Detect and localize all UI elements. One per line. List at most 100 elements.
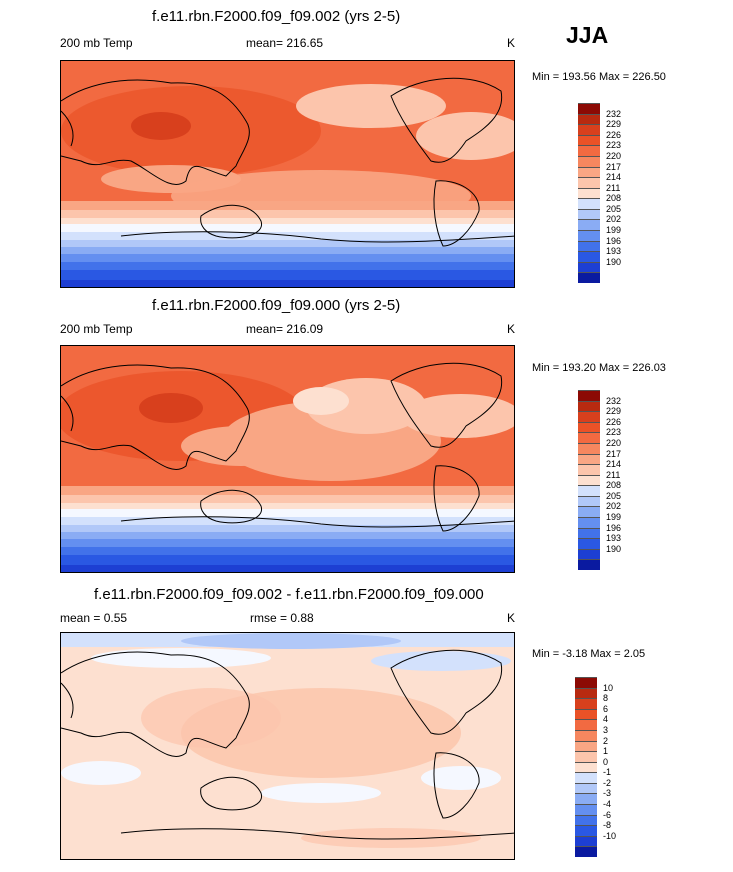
colorbar-label: 226 — [606, 416, 622, 427]
colorbar-label: -2 — [603, 777, 612, 788]
colorbar-cell — [578, 506, 600, 518]
colorbar-label: 208 — [606, 480, 622, 491]
colorbar-label: 214 — [606, 172, 622, 183]
colorbar-cell — [575, 677, 597, 689]
colorbar-cell — [578, 198, 600, 210]
panel-3-units-label: K — [507, 611, 516, 625]
colorbar-label: 205 — [606, 203, 622, 214]
colorbar-label: -1 — [603, 767, 612, 778]
colorbar-cell — [578, 208, 600, 220]
colorbar-cell — [578, 421, 600, 433]
colorbar-label: 229 — [606, 119, 622, 130]
colorbar-label: -3 — [603, 788, 612, 799]
colorbar-cell — [575, 782, 597, 794]
colorbar-cell — [578, 251, 600, 263]
colorbar-label: -10 — [603, 830, 617, 841]
panel-3-mean-label: mean = 0.55 — [60, 611, 128, 625]
colorbar-label: 6 — [603, 703, 609, 714]
colorbar-label: 1 — [603, 746, 609, 757]
panel-1-minmax: Min = 193.56 Max = 226.50 — [532, 71, 666, 83]
colorbar-cell — [578, 103, 600, 115]
colorbar-cell — [578, 527, 600, 539]
colorbar-cell — [578, 219, 600, 231]
colorbar-cell — [578, 177, 600, 189]
colorbar-cell — [578, 390, 600, 402]
panel-3-title: f.e11.rbn.F2000.f09_f09.002 - f.e11.rbn.… — [94, 586, 484, 603]
colorbar-label: 214 — [606, 459, 622, 470]
colorbar-label: 193 — [606, 246, 622, 257]
colorbar-cell — [575, 761, 597, 773]
colorbar-cell — [575, 835, 597, 847]
colorbar-cell — [575, 708, 597, 720]
colorbar-label: -4 — [603, 799, 612, 810]
colorbar-cell — [578, 432, 600, 444]
colorbar-cell — [578, 517, 600, 529]
colorbar-label: 196 — [606, 522, 622, 533]
colorbar-cell — [578, 155, 600, 168]
colorbar-cell — [578, 230, 600, 242]
colorbar-label: 217 — [606, 161, 622, 172]
panel-1-map — [60, 60, 515, 288]
colorbar-cell — [578, 474, 600, 486]
colorbar-cell — [575, 825, 597, 837]
colorbar-label: 202 — [606, 214, 622, 225]
panel-2-mean-label: mean= 216.09 — [246, 322, 324, 336]
colorbar-cell — [575, 772, 597, 784]
colorbar-label: 8 — [603, 693, 609, 704]
panel-1-units-label: K — [507, 36, 516, 50]
colorbar-cell — [578, 113, 600, 125]
panel-2-minmax: Min = 193.20 Max = 226.03 — [532, 362, 666, 374]
colorbar-label: 0 — [603, 756, 609, 767]
colorbar-label: 229 — [606, 406, 622, 417]
panel-2-title: f.e11.rbn.F2000.f09_f09.000 (yrs 2-5) — [152, 297, 401, 314]
colorbar-label: -8 — [603, 820, 612, 831]
colorbar-cell — [575, 719, 597, 731]
colorbar-label: 208 — [606, 193, 622, 204]
panel-2-variable-label: 200 mb Temp — [60, 322, 133, 336]
colorbar-cell — [578, 166, 600, 178]
panel-3-rmse-label: rmse = 0.88 — [250, 611, 314, 625]
colorbar-label: 205 — [606, 490, 622, 501]
colorbar-label: 202 — [606, 501, 622, 512]
colorbar-cell — [578, 548, 600, 560]
colorbar-cell — [578, 411, 600, 423]
colorbar-label: 4 — [603, 714, 609, 725]
colorbar-label: 2 — [603, 735, 609, 746]
colorbar-label: 217 — [606, 448, 622, 459]
colorbar-cell — [575, 793, 597, 805]
panel-2-units-label: K — [507, 322, 516, 336]
colorbar-label: 211 — [606, 469, 621, 480]
colorbar-label: 199 — [606, 512, 622, 523]
colorbar-label: 10 — [603, 682, 614, 693]
colorbar-cell — [575, 698, 597, 710]
colorbar-label: 196 — [606, 235, 622, 246]
colorbar-label: 190 — [606, 543, 622, 554]
colorbar-label: 232 — [606, 108, 622, 119]
colorbar-cell — [575, 740, 597, 752]
colorbar-cell — [578, 261, 600, 273]
panel-3-map — [60, 632, 515, 860]
colorbar-cell — [578, 145, 600, 157]
colorbar-cell — [575, 846, 597, 858]
colorbar-label: 3 — [603, 724, 609, 735]
colorbar-cell — [578, 442, 600, 455]
panel-1-colorbar: 232 229 226 223 220 217 214 211 208 205 202 199 196 1… — [578, 103, 638, 284]
panel-3-colorbar: 10 8 6 4 3 2 1 0 -1 -2 -3 -4 -6 -8 -10 — [575, 677, 635, 858]
colorbar-cell — [578, 495, 600, 507]
colorbar-cell — [578, 240, 600, 252]
colorbar-cell — [578, 400, 600, 412]
colorbar-label: 223 — [606, 427, 622, 438]
colorbar-cell — [575, 804, 597, 816]
panel-2-map — [60, 345, 515, 573]
colorbar-cell — [578, 538, 600, 550]
panel-1-variable-label: 200 mb Temp — [60, 36, 133, 50]
colorbar-label: 220 — [606, 437, 622, 448]
panel-2-colorbar: 232 229 226 223 220 217 214 211 208 205 202 199 196 1… — [578, 390, 638, 571]
panel-3-minmax: Min = -3.18 Max = 2.05 — [532, 648, 646, 660]
colorbar-label: 232 — [606, 395, 622, 406]
panel-1-title: f.e11.rbn.F2000.f09_f09.002 (yrs 2-5) — [152, 8, 401, 25]
colorbar-cell — [578, 272, 600, 284]
colorbar-label: 220 — [606, 150, 622, 161]
colorbar-cell — [575, 729, 597, 742]
panel-1-mean-label: mean= 216.65 — [246, 36, 324, 50]
